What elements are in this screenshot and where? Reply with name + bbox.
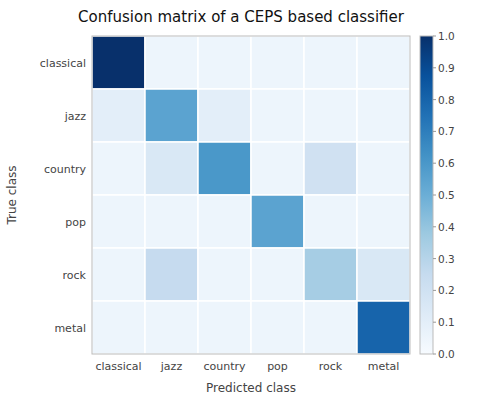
x-tick-label: pop (267, 360, 288, 373)
y-tick-label: metal (54, 322, 86, 335)
chart-container: Confusion matrix of a CEPS based classif… (0, 0, 482, 413)
cell (251, 89, 304, 142)
cell (198, 36, 251, 89)
cell (145, 36, 198, 89)
cell (251, 195, 304, 248)
cell (357, 248, 410, 301)
cell (357, 89, 410, 142)
colorbar-tick-label: 1.0 (438, 30, 455, 42)
colorbar-tick-label: 0.9 (438, 62, 455, 74)
x-tick-label: jazz (160, 360, 183, 373)
y-axis-label: True class (5, 165, 19, 225)
colorbar-tick (433, 226, 436, 227)
colorbar-tick-label: 0.7 (438, 125, 455, 137)
colorbar-tick (433, 36, 436, 37)
cell (92, 195, 145, 248)
cell (145, 195, 198, 248)
colorbar-tick (433, 322, 436, 323)
plot-frame (92, 36, 410, 354)
colorbar-tick-label: 0.3 (438, 253, 455, 265)
y-tick-label: jazz (64, 110, 87, 123)
cell (145, 248, 198, 301)
cell (198, 195, 251, 248)
colorbar-tick-label: 0.2 (438, 284, 455, 296)
cell (357, 301, 410, 354)
title: Confusion matrix of a CEPS based classif… (78, 8, 405, 26)
cell (251, 142, 304, 195)
cell (251, 301, 304, 354)
colorbar-tick-label: 0.4 (438, 221, 455, 233)
colorbar-tick (433, 195, 436, 196)
cell (304, 301, 357, 354)
colorbar-tick-label: 0.6 (438, 157, 455, 169)
cell (198, 248, 251, 301)
cell (92, 89, 145, 142)
chart: Confusion matrix of a CEPS based classif… (0, 0, 482, 413)
colorbar-tick-label: 0.0 (438, 348, 455, 360)
x-tick-label: metal (368, 360, 400, 373)
colorbar (420, 36, 433, 354)
y-tick-label: rock (63, 269, 87, 282)
cell (251, 36, 304, 89)
cell (357, 195, 410, 248)
cell (145, 301, 198, 354)
cell (92, 142, 145, 195)
y-tick-label: classical (40, 57, 86, 70)
colorbar-tick (433, 67, 436, 68)
cell (92, 248, 145, 301)
y-tick-label: pop (65, 216, 86, 229)
cell (304, 142, 357, 195)
colorbar-tick-label: 0.5 (438, 189, 455, 201)
colorbar-tick (433, 354, 436, 355)
colorbar-tick-label: 0.1 (438, 316, 455, 328)
cell (92, 301, 145, 354)
x-axis-label: Predicted class (206, 381, 296, 395)
cell (145, 89, 198, 142)
cell (304, 36, 357, 89)
colorbar-tick (433, 99, 436, 100)
cell (357, 36, 410, 89)
x-tick-label: classical (95, 360, 141, 373)
cell (251, 248, 304, 301)
y-tick-label: country (44, 163, 87, 176)
cell (198, 89, 251, 142)
cell (198, 142, 251, 195)
colorbar-tick (433, 163, 436, 164)
colorbar-tick-label: 0.8 (438, 94, 455, 106)
x-tick-label: rock (319, 360, 343, 373)
cell (304, 89, 357, 142)
cell (357, 142, 410, 195)
cell (304, 195, 357, 248)
x-tick-label: country (203, 360, 246, 373)
cells (92, 36, 410, 354)
cell (304, 248, 357, 301)
cell (198, 301, 251, 354)
colorbar-tick (433, 258, 436, 259)
colorbar-tick (433, 290, 436, 291)
cell (92, 36, 145, 89)
colorbar-tick (433, 131, 436, 132)
cell (145, 142, 198, 195)
